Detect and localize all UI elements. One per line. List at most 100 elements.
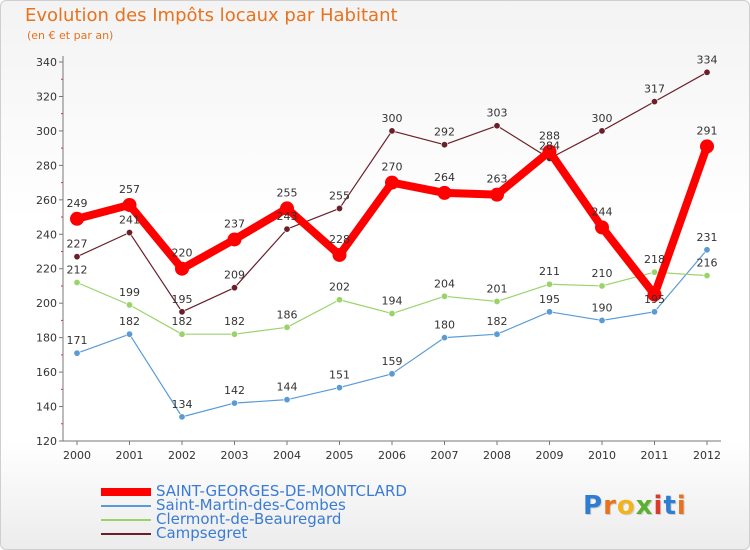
data-point (335, 384, 343, 392)
data-label: 227 (67, 238, 88, 251)
data-point (598, 127, 606, 135)
data-point (650, 98, 658, 106)
logo-letter: o (616, 491, 636, 521)
data-label: 270 (382, 161, 403, 174)
data-label: 243 (277, 210, 298, 223)
data-label: 231 (697, 231, 718, 244)
y-tick-label: 140 (36, 401, 57, 414)
proxiti-logo: Proxiti (583, 491, 687, 521)
data-label: 144 (277, 381, 298, 394)
legend-label: SAINT-GEORGES-DE-MONTCLARD (156, 482, 407, 500)
data-point (650, 308, 658, 316)
data-label: 159 (382, 355, 403, 368)
data-point (440, 334, 448, 342)
logo-letter: t (663, 491, 677, 521)
data-label: 244 (592, 205, 613, 218)
data-label: 300 (382, 112, 403, 125)
data-label: 195 (539, 293, 560, 306)
data-point (703, 246, 711, 254)
data-point (493, 297, 501, 305)
legend-label: Clermont-de-Beauregard (156, 510, 342, 528)
data-point (122, 197, 137, 212)
data-label: 257 (119, 183, 140, 196)
y-tick-label: 240 (36, 228, 57, 241)
y-tick-label: 260 (36, 194, 57, 207)
y-tick-label: 280 (36, 159, 57, 172)
data-point (437, 185, 452, 200)
data-point (73, 279, 81, 287)
y-tick-label: 200 (36, 297, 57, 310)
legend-label: Saint-Martin-des-Combes (156, 496, 346, 514)
data-label: 216 (697, 257, 718, 270)
data-point (73, 253, 81, 261)
data-point (542, 144, 557, 159)
data-label: 300 (592, 112, 613, 125)
data-point (178, 330, 186, 338)
data-label: 182 (224, 315, 245, 328)
data-point (335, 204, 343, 212)
data-label: 199 (119, 286, 140, 299)
data-point (335, 296, 343, 304)
data-point (126, 330, 134, 338)
data-label: 255 (329, 189, 350, 202)
data-point (493, 122, 501, 130)
x-tick-label: 2008 (483, 449, 511, 462)
data-point (126, 229, 134, 237)
legend-swatch (101, 488, 151, 496)
logo-letter: i (653, 491, 664, 521)
data-point (280, 201, 294, 216)
x-tick-label: 2007 (431, 449, 459, 462)
x-tick-label: 2000 (63, 449, 91, 462)
x-tick-label: 2009 (536, 449, 564, 462)
data-label: 210 (592, 267, 613, 280)
data-label: 263 (487, 173, 508, 186)
data-label: 237 (224, 217, 245, 230)
data-label: 186 (277, 308, 298, 321)
chart-subtitle: (en € et par an) (27, 29, 114, 42)
logo-letter: i (676, 491, 687, 521)
legend-swatch (101, 519, 151, 521)
data-point (545, 280, 553, 288)
series-line (76, 71, 708, 313)
data-label: 182 (487, 315, 508, 328)
data-label: 249 (67, 197, 88, 210)
data-point (703, 68, 711, 76)
data-label: 303 (487, 107, 508, 120)
x-tick-label: 2006 (378, 449, 406, 462)
data-point (126, 301, 134, 309)
chart-title: Evolution des Impôts locaux par Habitant (25, 5, 398, 26)
x-tick-label: 2012 (693, 449, 721, 462)
y-tick-label: 320 (36, 90, 57, 103)
data-label: 182 (172, 315, 193, 328)
data-point (650, 268, 658, 276)
data-label: 264 (434, 171, 455, 184)
data-point (703, 272, 711, 280)
data-point (388, 127, 396, 135)
y-tick-label: 300 (36, 125, 57, 138)
legend-label: Campsegret (156, 524, 248, 542)
logo-letter: x (635, 491, 654, 521)
x-tick-label: 2004 (273, 449, 301, 462)
data-point (598, 282, 606, 290)
y-tick-label: 120 (36, 435, 57, 448)
data-point (231, 284, 239, 292)
y-tick-label: 340 (36, 56, 57, 69)
data-point (283, 396, 291, 404)
data-label: 151 (329, 369, 350, 382)
data-point (493, 330, 501, 338)
data-label: 288 (539, 130, 560, 143)
data-label: 142 (224, 384, 245, 397)
data-point (440, 141, 448, 149)
data-label: 334 (697, 53, 718, 66)
logo-letter: r (603, 491, 617, 521)
data-point (595, 220, 609, 235)
x-tick-label: 2002 (168, 449, 196, 462)
data-label: 134 (172, 398, 193, 411)
data-label: 220 (172, 247, 193, 260)
data-label: 195 (644, 293, 665, 306)
data-point (73, 349, 81, 357)
data-label: 218 (644, 253, 665, 266)
data-point (231, 399, 239, 407)
data-point (70, 211, 84, 226)
